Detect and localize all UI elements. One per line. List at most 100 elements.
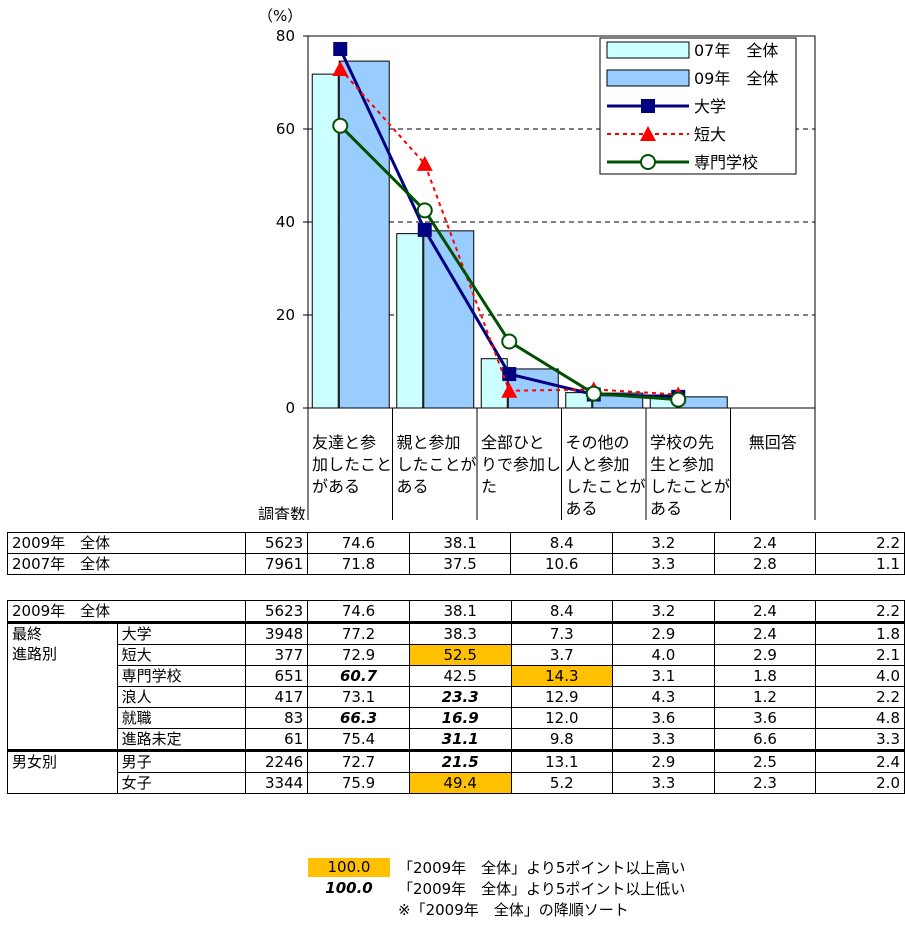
- bar-07: [396, 233, 424, 409]
- value-cell: 49.4: [408, 772, 512, 794]
- group-label: 最終 進路別: [7, 621, 118, 751]
- value-cell: 14.3: [510, 665, 614, 687]
- count-cell: 5623: [245, 532, 309, 554]
- legend-label: 短大: [694, 125, 726, 144]
- value-cell: 1.1: [815, 553, 905, 575]
- value-cell: 2.8: [713, 553, 817, 575]
- note-low-text: 「2009年 全体」より5ポイント以上低い: [398, 880, 686, 898]
- category-label: 全部ひとりで参加した: [481, 433, 561, 496]
- value-cell: 3.3: [612, 772, 715, 794]
- legend-notes: 100.0 「2009年 全体」より5ポイント以上高い 100.0 「2009年…: [308, 858, 685, 921]
- value-cell: 72.7: [307, 749, 410, 773]
- row-label: 2007年 全体: [6, 553, 247, 575]
- count-header: 調査数: [258, 505, 306, 520]
- table-row: 短大 377 72.9 52.5 3.7 4.0 2.9 2.1: [8, 644, 905, 666]
- row-label: 女子: [116, 772, 247, 794]
- value-cell: 38.1: [408, 600, 512, 623]
- value-cell: 4.0: [815, 665, 905, 687]
- value-cell: 2.9: [612, 749, 715, 773]
- value-cell: 74.6: [307, 600, 410, 623]
- count-cell: 83: [245, 707, 309, 729]
- value-cell: 3.7: [510, 644, 614, 666]
- legend-swatch: [606, 41, 690, 59]
- value-cell: 3.3: [815, 728, 905, 751]
- bar-07: [480, 358, 508, 409]
- legend-label: 専門学校: [694, 153, 758, 172]
- y-tick-label: 40: [276, 213, 295, 231]
- y-tick-label: 60: [276, 120, 295, 138]
- value-cell: 13.1: [510, 749, 614, 773]
- count-cell: 2246: [245, 749, 309, 773]
- count-cell: 417: [245, 686, 309, 708]
- row-label: 進路未定: [116, 728, 247, 751]
- row-label: 男子: [116, 749, 247, 773]
- table-row: 男女別 男子 2246 72.7 21.5 13.1 2.9 2.5 2.4: [7, 749, 905, 794]
- value-cell: 23.3: [408, 686, 512, 708]
- marker-square: [502, 367, 517, 382]
- count-cell: 61: [245, 728, 309, 751]
- note-sort-text: ※「2009年 全体」の降順ソート: [398, 901, 629, 919]
- value-cell: 3.6: [612, 707, 715, 729]
- marker-circle: [332, 117, 349, 134]
- y-unit-label: （%）: [258, 7, 302, 25]
- value-cell: 4.8: [815, 707, 905, 729]
- bar-09: [338, 60, 390, 409]
- legend-marker: [641, 99, 655, 113]
- marker-square: [333, 42, 348, 57]
- value-cell: 38.1: [408, 532, 512, 554]
- table-row: 専門学校 651 60.7 42.5 14.3 3.1 1.8 4.0: [8, 665, 905, 687]
- value-cell: 52.5: [408, 644, 512, 666]
- marker-circle: [585, 385, 602, 402]
- count-cell: 5623: [245, 600, 309, 623]
- value-cell: 3.2: [612, 600, 715, 623]
- value-cell: 77.2: [307, 621, 410, 645]
- value-cell: 6.6: [713, 728, 817, 751]
- value-cell: 8.4: [510, 532, 614, 554]
- count-cell: 3948: [245, 621, 309, 645]
- value-cell: 2.4: [713, 532, 817, 554]
- note-low: 100.0 「2009年 全体」より5ポイント以上低い: [308, 879, 685, 900]
- value-cell: 2.3: [713, 772, 817, 794]
- y-tick-label: 20: [276, 306, 295, 324]
- category-label: 学校の先生と参加したことがある: [650, 433, 730, 518]
- note-high-key: 100.0: [308, 858, 390, 877]
- category-label: その他の人と参加したことがある: [566, 433, 646, 518]
- table-row: 最終 進路別 大学 3948 77.2 38.3 7.3 2.9 2.4 1.8: [7, 621, 905, 751]
- value-cell: 10.6: [510, 553, 614, 575]
- value-cell: 2.9: [713, 644, 817, 666]
- value-cell: 2.1: [815, 644, 905, 666]
- value-cell: 5.2: [510, 772, 614, 794]
- bar-09: [423, 230, 475, 409]
- row-label: 浪人: [116, 686, 247, 708]
- count-cell: 377: [245, 644, 309, 666]
- value-cell: 1.8: [713, 665, 817, 687]
- note-high-text: 「2009年 全体」より5ポイント以上高い: [398, 859, 686, 877]
- value-cell: 2.4: [713, 621, 817, 645]
- value-cell: 1.8: [815, 621, 905, 645]
- marker-triangle: [332, 61, 349, 77]
- value-cell: 2.4: [713, 600, 817, 623]
- value-cell: 8.4: [510, 600, 614, 623]
- value-cell: 12.0: [510, 707, 614, 729]
- value-cell: 31.1: [408, 728, 512, 751]
- legend-marker: [640, 154, 656, 170]
- category-label: 友達と参加したことがある: [312, 433, 392, 496]
- value-cell: 38.3: [408, 621, 512, 645]
- note-high: 100.0 「2009年 全体」より5ポイント以上高い: [308, 858, 685, 879]
- marker-square: [417, 222, 432, 237]
- count-cell: 7961: [245, 553, 309, 575]
- value-cell: 3.3: [612, 728, 715, 751]
- table-row: 女子 3344 75.9 49.4 5.2 3.3 2.3 2.0: [8, 772, 905, 794]
- value-cell: 37.5: [408, 553, 512, 575]
- marker-circle: [670, 391, 687, 408]
- value-cell: 2.2: [815, 686, 905, 708]
- row-label: 2009年 全体: [6, 600, 247, 623]
- value-cell: 73.1: [307, 686, 410, 708]
- value-cell: 2.4: [815, 749, 905, 773]
- value-cell: 74.6: [307, 532, 410, 554]
- value-cell: 2.0: [815, 772, 905, 794]
- marker-circle: [416, 202, 433, 219]
- value-cell: 4.3: [612, 686, 715, 708]
- count-cell: 651: [245, 665, 309, 687]
- value-cell: 3.6: [713, 707, 817, 729]
